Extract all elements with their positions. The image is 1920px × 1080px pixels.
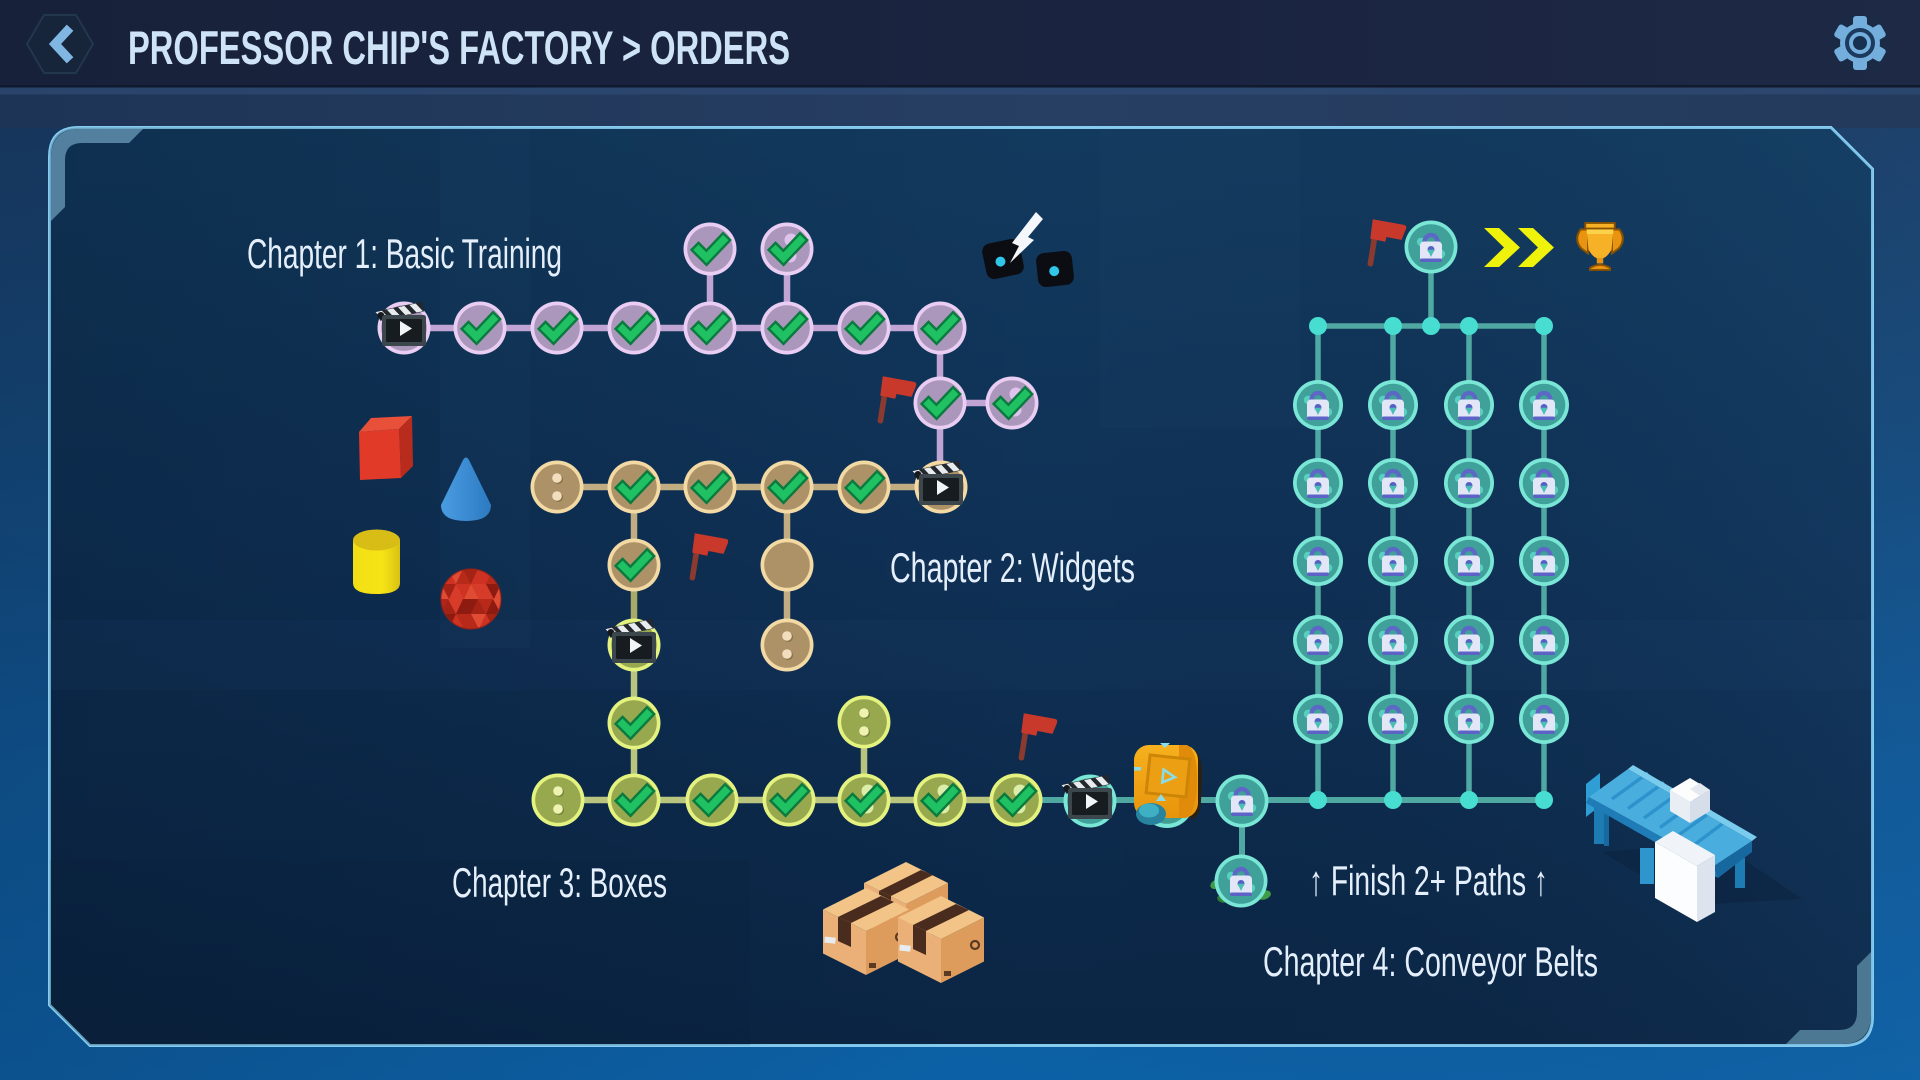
svg-text:↑ Finish 2+ Paths ↑: ↑ Finish 2+ Paths ↑ [1309,857,1548,904]
svg-text:PROFESSOR CHIP'S FACTORY > ORD: PROFESSOR CHIP'S FACTORY > ORDERS [128,21,790,74]
svg-text:Chapter 4: Conveyor Belts: Chapter 4: Conveyor Belts [1263,938,1598,985]
svg-text:Chapter 2: Widgets: Chapter 2: Widgets [890,544,1135,591]
svg-text:Chapter 3: Boxes: Chapter 3: Boxes [452,859,667,906]
svg-text:Chapter 1: Basic Training: Chapter 1: Basic Training [247,230,562,277]
